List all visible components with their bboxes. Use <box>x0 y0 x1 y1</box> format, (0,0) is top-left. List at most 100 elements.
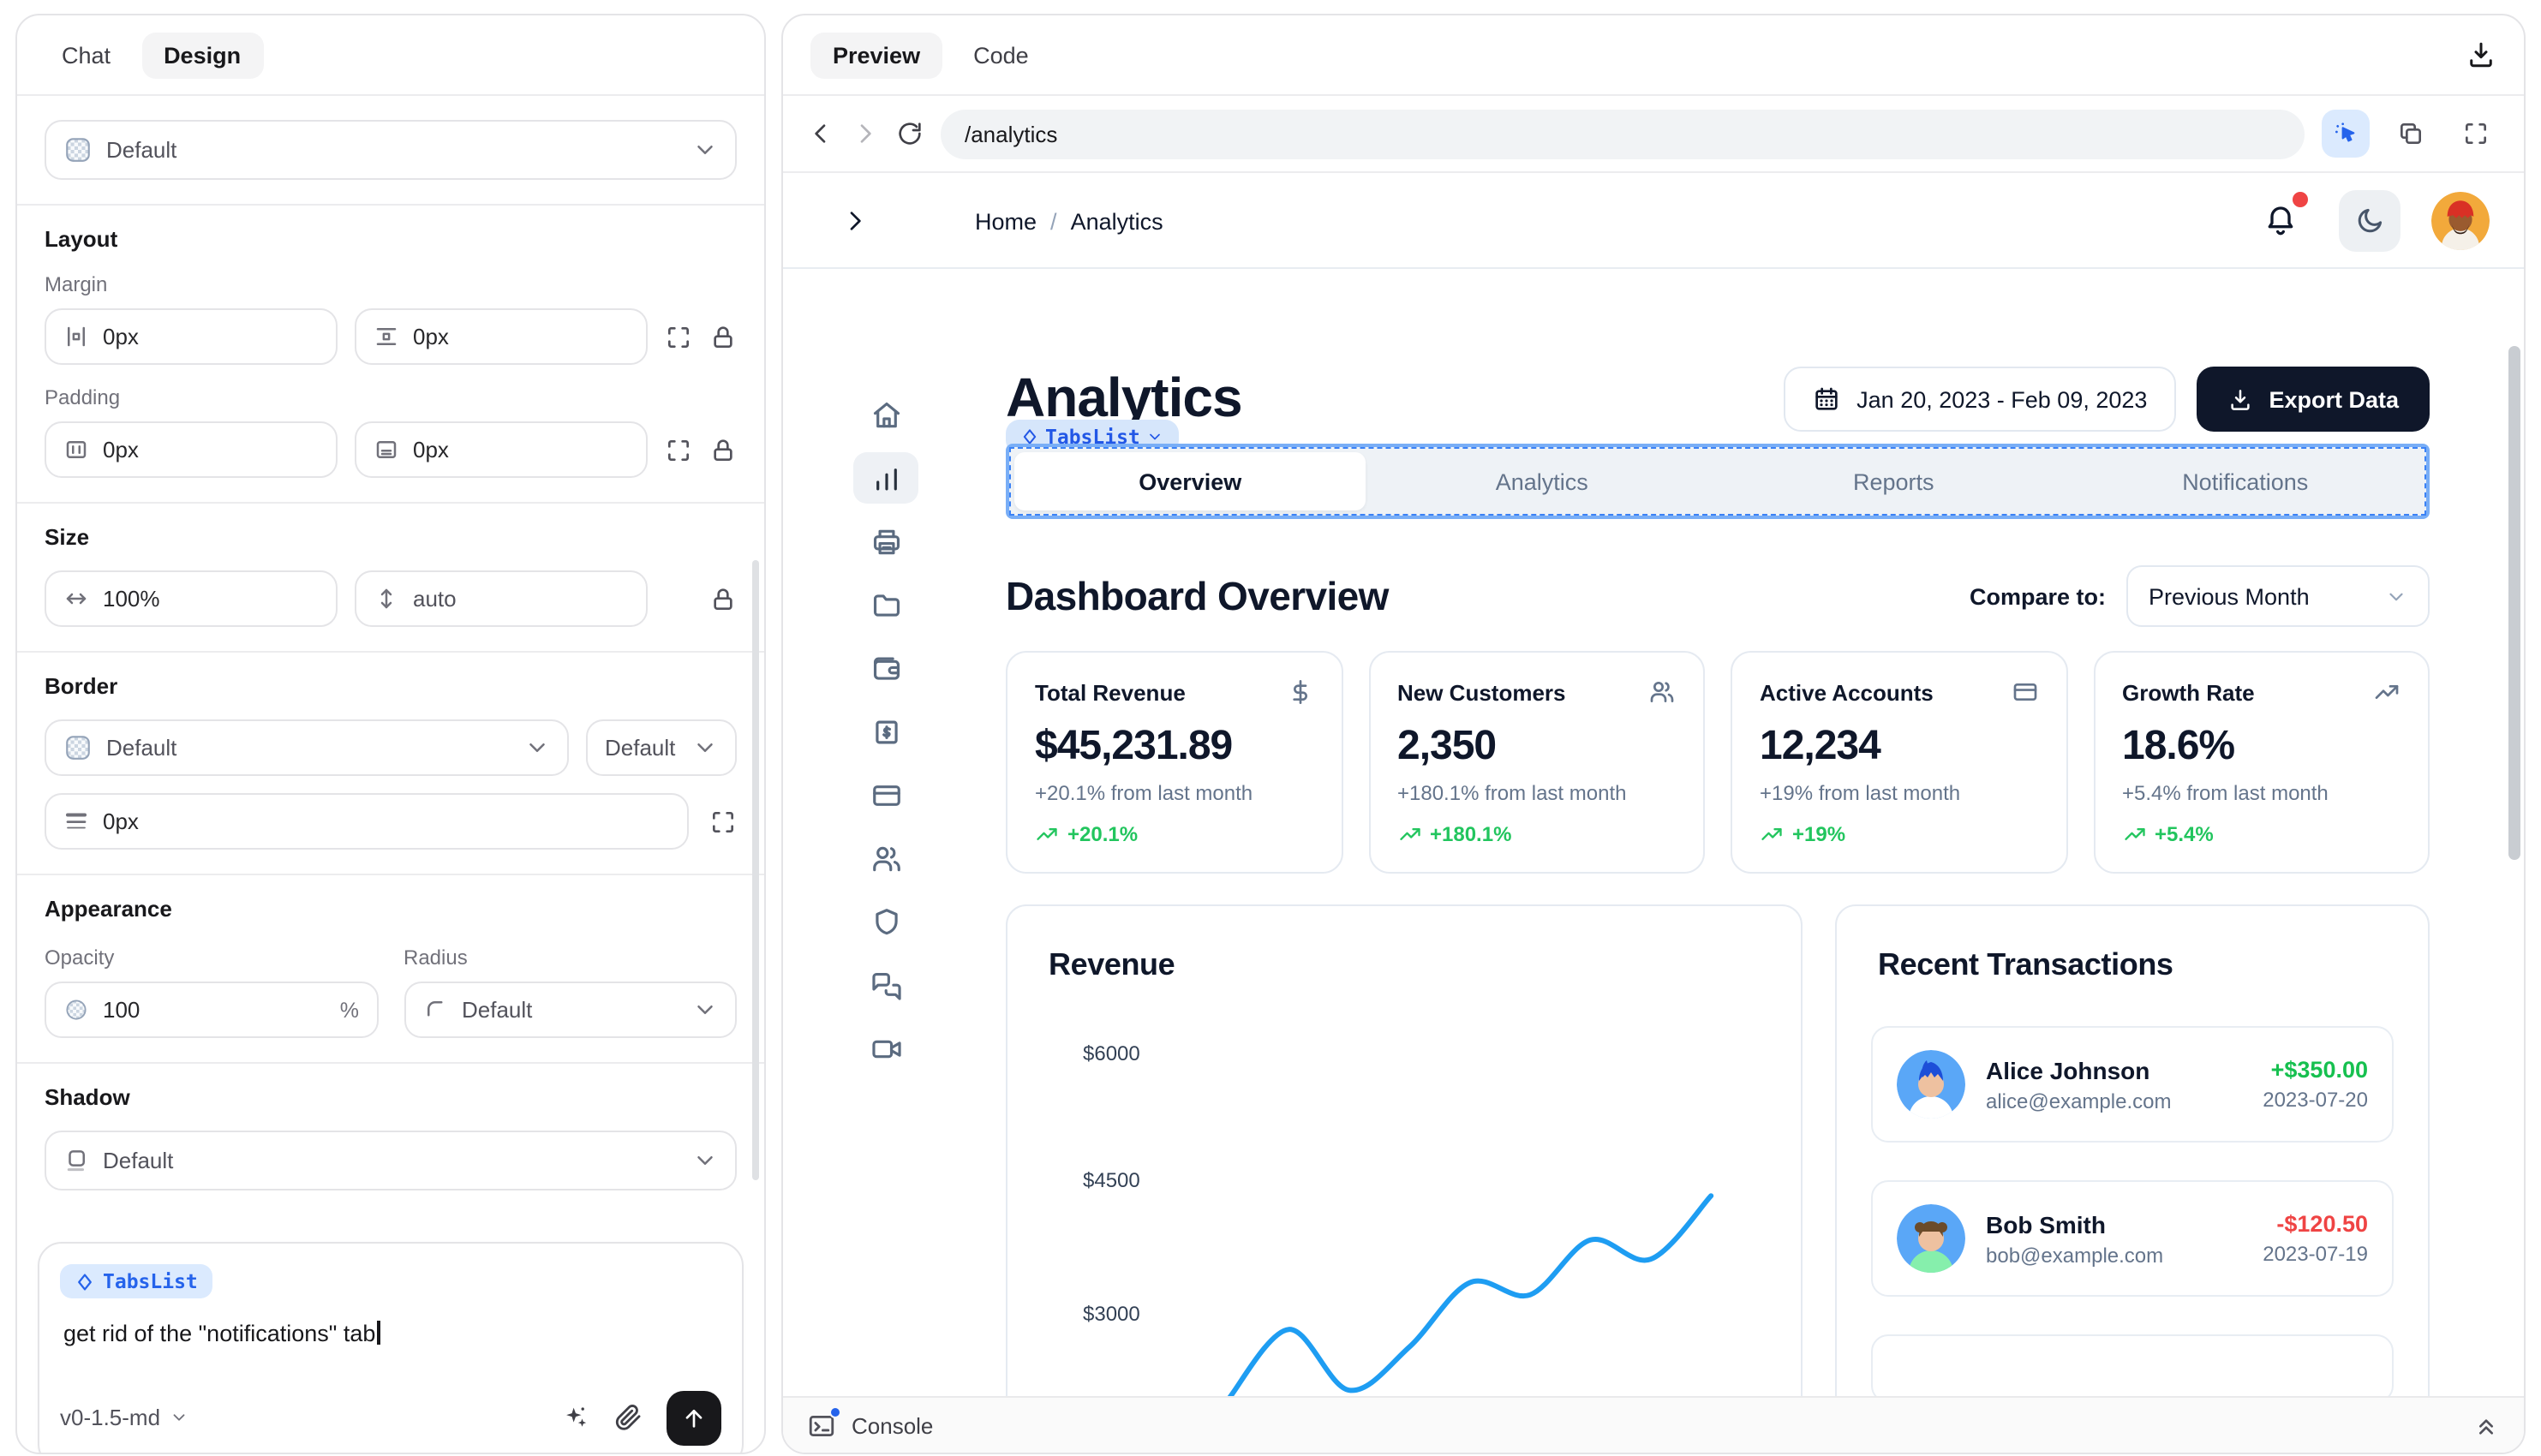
sidebar-item-receipt[interactable] <box>853 706 918 757</box>
enhance-prompt-icon[interactable] <box>560 1403 589 1432</box>
tab-code[interactable]: Code <box>973 42 1029 68</box>
lock-icon[interactable] <box>709 323 737 350</box>
sidebar-item-credit-card[interactable] <box>853 769 918 820</box>
diamond-icon <box>75 1272 94 1291</box>
height-input[interactable]: auto <box>355 570 648 627</box>
preview-scrollbar[interactable] <box>2508 346 2520 860</box>
breadcrumb-current[interactable]: Analytics <box>1070 208 1163 234</box>
date-range-picker[interactable]: Jan 20, 2023 - Feb 09, 2023 <box>1783 367 2177 432</box>
transactions-title: Recent Transactions <box>1878 947 2173 982</box>
folder-icon <box>870 588 902 621</box>
tab-analytics[interactable]: Analytics <box>1495 468 1588 494</box>
sidebar-item-wallet[interactable] <box>853 642 918 694</box>
transaction-row-alice[interactable]: Alice Johnson alice@example.com +$350.00… <box>1871 1026 2394 1143</box>
tab-design[interactable]: Design <box>141 32 264 78</box>
border-width-input[interactable]: 0px <box>45 793 689 850</box>
opacity-value: 100 <box>103 997 141 1023</box>
section-title: Dashboard Overview <box>1006 573 1389 618</box>
tab-chat[interactable]: Chat <box>62 42 111 68</box>
transaction-amount: +$350.00 <box>2270 1057 2368 1083</box>
opacity-input[interactable]: 100 % <box>45 982 378 1038</box>
copy-icon <box>2397 120 2424 147</box>
transaction-amount: -$120.50 <box>2276 1211 2368 1237</box>
tab-reports[interactable]: Reports <box>1852 468 1934 494</box>
fullscreen-button[interactable] <box>2452 110 2500 158</box>
style-preset-select[interactable]: Default <box>45 120 737 180</box>
margin-label: Margin <box>45 272 108 296</box>
margin-y-input[interactable]: 0px <box>355 308 648 365</box>
sidebar-toggle-icon[interactable] <box>841 207 869 235</box>
notifications-button[interactable] <box>2263 192 2308 238</box>
forward-icon[interactable] <box>852 120 879 147</box>
border-variant-value: Default <box>605 735 676 761</box>
prompt-composer[interactable]: TabsList get rid of the "notifications" … <box>38 1242 744 1453</box>
stat-sub: +180.1% from last month <box>1397 781 1627 805</box>
lock-icon[interactable] <box>709 585 737 612</box>
selected-element-chip[interactable]: TabsList <box>60 1264 213 1298</box>
border-style-select[interactable]: Default <box>45 719 569 776</box>
model-select[interactable]: v0-1.5-md <box>60 1405 188 1430</box>
messages-icon <box>870 969 902 1001</box>
transaction-row-bob[interactable]: Bob Smith bob@example.com -$120.50 2023-… <box>1871 1180 2394 1297</box>
chevrons-up-icon[interactable] <box>2472 1411 2500 1439</box>
breadcrumb: Home / Analytics <box>975 208 1163 234</box>
padding-x-input[interactable]: 0px <box>45 421 338 478</box>
export-data-button[interactable]: Export Data <box>2197 367 2430 432</box>
border-title: Border <box>45 673 118 699</box>
stat-label: Active Accounts <box>1760 679 1934 705</box>
console-bar[interactable]: Console <box>783 1396 2524 1453</box>
sidebar-item-home[interactable] <box>853 389 918 440</box>
download-icon[interactable] <box>2466 39 2496 70</box>
sidebar-item-newspaper[interactable] <box>853 516 918 567</box>
prompt-input[interactable]: get rid of the "notifications" tab <box>63 1320 718 1346</box>
border-style-value: Default <box>106 735 177 761</box>
user-avatar[interactable] <box>2431 192 2490 250</box>
expand-sides-icon[interactable] <box>665 436 692 463</box>
width-input[interactable]: 100% <box>45 570 338 627</box>
sidebar-item-bar-chart[interactable] <box>853 452 918 504</box>
refresh-icon[interactable] <box>896 120 924 147</box>
tab-notifications[interactable]: Notifications <box>2182 468 2309 494</box>
expand-sides-icon[interactable] <box>709 808 737 835</box>
tab-overview[interactable]: Overview <box>1014 452 1366 510</box>
dark-mode-button[interactable] <box>2339 190 2400 252</box>
sidebar-item-messages[interactable] <box>853 959 918 1011</box>
stat-card-new-customers: New Customers 2,350 +180.1% from last mo… <box>1368 651 1705 874</box>
sidebar-item-users[interactable] <box>853 832 918 884</box>
tab-preview[interactable]: Preview <box>810 32 943 78</box>
stat-trend-value: +180.1% <box>1430 822 1512 846</box>
sidebar-item-folder[interactable] <box>853 579 918 630</box>
compare-select[interactable]: Previous Month <box>2126 565 2430 627</box>
padding-y-input[interactable]: 0px <box>355 421 648 478</box>
copy-button[interactable] <box>2387 110 2435 158</box>
radius-select[interactable]: Default <box>404 982 737 1038</box>
shadow-select[interactable]: Default <box>45 1131 737 1190</box>
stat-trend-value: +20.1% <box>1067 822 1139 846</box>
back-icon[interactable] <box>807 120 834 147</box>
attach-file-icon[interactable] <box>613 1403 643 1432</box>
receipt-icon <box>870 715 902 748</box>
prompt-text: get rid of the "notifications" tab <box>63 1320 376 1346</box>
padding-label: Padding <box>45 385 121 409</box>
date-range-value: Jan 20, 2023 - Feb 09, 2023 <box>1856 386 2148 412</box>
sidebar-item-shield[interactable] <box>853 896 918 947</box>
send-button[interactable] <box>667 1390 721 1445</box>
chart-title: Revenue <box>1049 947 1175 982</box>
url-input[interactable]: /analytics <box>941 109 2305 158</box>
cursor-click-icon <box>2332 120 2359 147</box>
inspect-mode-button[interactable] <box>2322 110 2370 158</box>
sidebar-item-video[interactable] <box>853 1023 918 1074</box>
left-panel-scrollbar[interactable] <box>752 560 759 1180</box>
users-icon <box>1648 678 1676 706</box>
border-variant-select[interactable]: Default <box>586 719 737 776</box>
breadcrumb-home[interactable]: Home <box>975 208 1037 234</box>
compare-label: Compare to: <box>1969 583 2106 609</box>
bar-chart-icon <box>870 462 902 494</box>
console-activity-dot <box>829 1405 841 1417</box>
expand-sides-icon[interactable] <box>665 323 692 350</box>
lock-icon[interactable] <box>709 436 737 463</box>
app-main: Analytics TabsList Jan 20, 2023 - Feb 09… <box>1006 269 2430 1453</box>
margin-x-input[interactable]: 0px <box>45 308 338 365</box>
trending-up-icon <box>1760 822 1784 846</box>
